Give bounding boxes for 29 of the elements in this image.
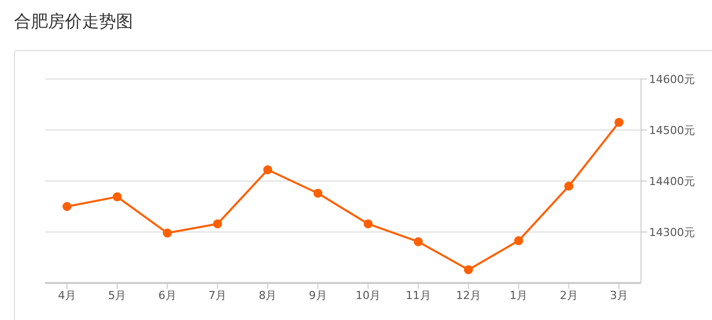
x-tick-label: 3月 [610, 288, 628, 302]
point [564, 182, 574, 191]
point [313, 188, 322, 198]
x-tick-label: 10月 [356, 288, 381, 302]
x-tick-label: 8月 [258, 288, 277, 302]
point [263, 165, 272, 174]
point [464, 265, 473, 274]
point [614, 118, 624, 127]
x-tick-label: 6月 [158, 288, 176, 302]
point [414, 237, 423, 246]
x-tick-label: 2月 [560, 288, 578, 302]
chart-title: 合肥房价走势图 [14, 11, 133, 33]
point [213, 219, 222, 228]
x-tick-label: 7月 [208, 288, 227, 302]
point [162, 228, 172, 238]
point [364, 219, 373, 228]
y-tick-label: 14600元 [649, 72, 695, 86]
x-tick-label: 9月 [308, 288, 327, 302]
point [514, 236, 524, 246]
y-tick-label: 14500元 [649, 124, 695, 137]
point [62, 202, 72, 211]
x-tick-label: 11月 [406, 288, 431, 302]
y-tick-label: 14300元 [649, 226, 695, 239]
x-tick-label: 12月 [456, 288, 481, 302]
point [112, 192, 122, 202]
x-tick-label: 4月 [58, 288, 76, 302]
y-tick-label: 14400元 [649, 174, 695, 188]
x-tick-label: 5月 [108, 288, 126, 302]
x-tick-label: 1月 [510, 288, 528, 302]
